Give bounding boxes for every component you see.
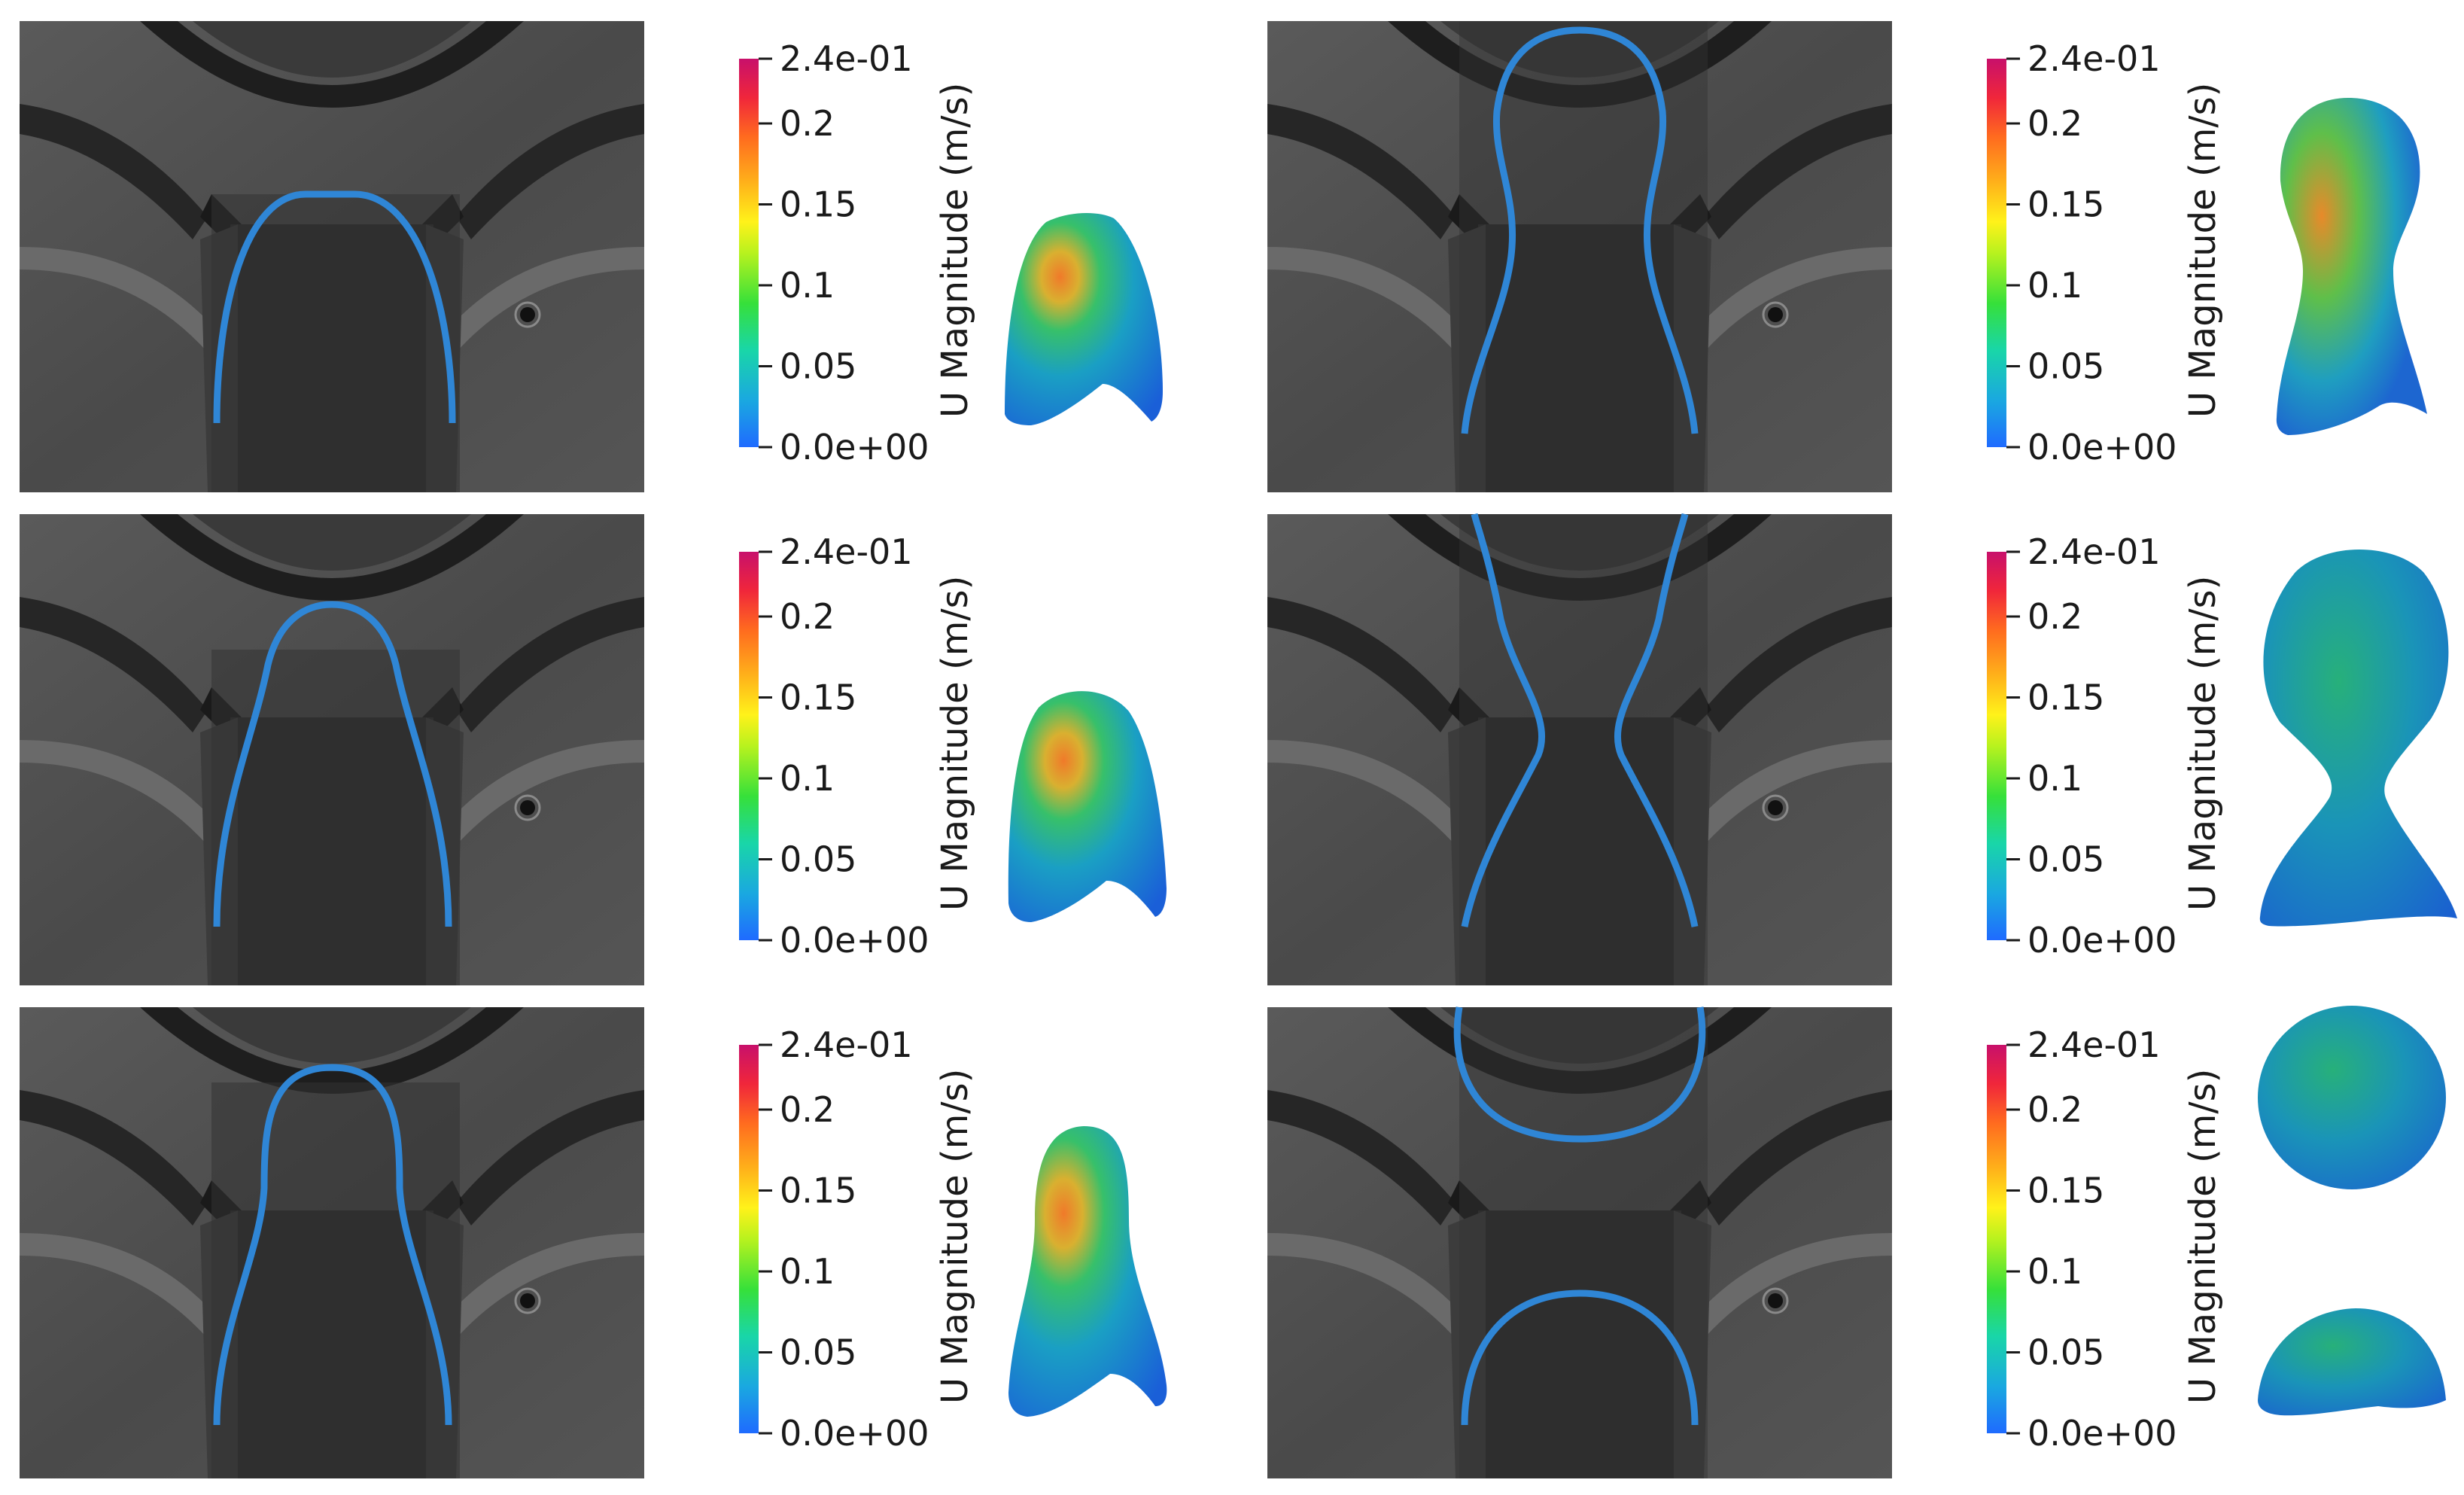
colorbar-title: U Magnitude (m/s) bbox=[934, 576, 976, 911]
colorbar-tick-label: 0.2 bbox=[2027, 596, 2082, 637]
colorbar-tick-label: 0.1 bbox=[780, 758, 835, 799]
colorbar bbox=[1987, 1045, 2006, 1433]
channel-image bbox=[18, 1006, 646, 1480]
colorbar-tick-label: 0.0e+00 bbox=[780, 1413, 929, 1454]
colorbar-title: U Magnitude (m/s) bbox=[934, 1069, 976, 1404]
colorbar-tick-label: 0.2 bbox=[780, 1089, 835, 1130]
colorbar-ticks: 2.4e-01 0.2 0.15 0.1 0.05 0.0e+00 bbox=[2006, 1025, 2177, 1454]
droplet-3d-surface bbox=[2259, 550, 2457, 927]
colorbar-tick-label: 0.1 bbox=[780, 265, 835, 306]
interface-contour bbox=[1614, 513, 1699, 927]
channel-image bbox=[1266, 20, 1894, 494]
colorbar-tick-label: 0.05 bbox=[2027, 839, 2104, 880]
channel-image bbox=[18, 20, 646, 494]
panel-right-middle: 2.4e-01 0.2 0.15 0.1 0.05 0.0e+00 U Magnitude… bbox=[1266, 513, 2457, 987]
colorbar-tick-label: 0.15 bbox=[780, 1171, 856, 1211]
colorbar-title: U Magnitude (m/s) bbox=[2182, 1069, 2224, 1404]
droplet-3d-surface bbox=[1008, 691, 1167, 922]
interface-contour bbox=[1461, 26, 1699, 434]
colorbar-tick-label: 2.4e-01 bbox=[780, 38, 913, 79]
interface-contour bbox=[213, 190, 456, 424]
interface-contour bbox=[1461, 513, 1546, 927]
colorbar-tick-label: 0.2 bbox=[2027, 103, 2082, 144]
panel-right-bottom: 2.4e-01 0.2 0.15 0.1 0.05 0.0e+00 U Magnitude… bbox=[1266, 1006, 2446, 1480]
colorbar-tick-label: 0.1 bbox=[780, 1251, 835, 1292]
colorbar-ticks: 2.4e-01 0.2 0.15 0.1 0.05 0.0e+00 bbox=[759, 1025, 929, 1454]
droplet-3d-cap bbox=[2258, 1308, 2446, 1416]
panel-left-middle: 2.4e-01 0.2 0.15 0.1 0.05 0.0e+00 U Magnitude… bbox=[18, 513, 1167, 987]
colorbar-tick-label: 0.15 bbox=[2027, 677, 2104, 718]
colorbar-tick-label: 0.05 bbox=[780, 1332, 856, 1373]
colorbar-tick-label: 0.0e+00 bbox=[2027, 1413, 2177, 1454]
colorbar-tick-label: 0.2 bbox=[780, 596, 835, 637]
detached-droplet-sphere bbox=[2258, 1006, 2446, 1189]
colorbar bbox=[739, 59, 759, 447]
colorbar-tick-label: 0.0e+00 bbox=[780, 427, 929, 467]
colorbar-ticks: 2.4e-01 0.2 0.15 0.1 0.05 0.0e+00 bbox=[759, 531, 929, 961]
colorbar-tick-label: 2.4e-01 bbox=[2027, 38, 2161, 79]
colorbar-tick-label: 0.1 bbox=[2027, 758, 2082, 799]
colorbar-tick-label: 0.05 bbox=[2027, 1332, 2104, 1373]
colorbar-tick-label: 0.15 bbox=[780, 184, 856, 225]
colorbar-tick-label: 2.4e-01 bbox=[780, 1025, 913, 1065]
colorbar-tick-label: 0.05 bbox=[780, 839, 856, 880]
colorbar-tick-label: 0.05 bbox=[780, 346, 856, 387]
colorbar-ticks: 2.4e-01 0.2 0.15 0.1 0.05 0.0e+00 bbox=[759, 38, 929, 467]
colorbar-tick-label: 0.15 bbox=[2027, 1171, 2104, 1211]
colorbar bbox=[1987, 59, 2006, 447]
colorbar-tick-label: 0.2 bbox=[2027, 1089, 2082, 1130]
droplet-3d-surface bbox=[2276, 98, 2427, 435]
interface-contour bbox=[213, 1064, 452, 1426]
colorbar-title: U Magnitude (m/s) bbox=[2182, 576, 2224, 911]
colorbar-tick-label: 0.1 bbox=[2027, 1251, 2082, 1292]
colorbar-tick-label: 2.4e-01 bbox=[780, 531, 913, 572]
droplet-3d-surface bbox=[1008, 1126, 1167, 1417]
interface-contour bbox=[213, 601, 452, 927]
droplet-3d-surface bbox=[1005, 213, 1163, 425]
colorbar-tick-label: 0.2 bbox=[780, 103, 835, 144]
colorbar bbox=[739, 1045, 759, 1433]
colorbar bbox=[1987, 552, 2006, 940]
colorbar bbox=[739, 552, 759, 940]
colorbar-tick-label: 0.1 bbox=[2027, 265, 2082, 306]
channel-image bbox=[1266, 513, 1894, 987]
channel-image bbox=[18, 513, 646, 987]
colorbar-ticks: 2.4e-01 0.2 0.15 0.1 0.05 0.0e+00 bbox=[2006, 38, 2177, 467]
colorbar-title: U Magnitude (m/s) bbox=[2182, 83, 2224, 418]
channel-image bbox=[1266, 1006, 1894, 1480]
colorbar-tick-label: 0.05 bbox=[2027, 346, 2104, 387]
colorbar-tick-label: 0.0e+00 bbox=[2027, 427, 2177, 467]
panel-left-top: 2.4e-01 0.2 0.15 0.1 0.05 0.0e+00 U Magnitude… bbox=[18, 20, 1163, 494]
colorbar-tick-label: 0.0e+00 bbox=[2027, 920, 2177, 961]
colorbar-tick-label: 2.4e-01 bbox=[2027, 531, 2161, 572]
interface-contour bbox=[1453, 1006, 1706, 1143]
colorbar-tick-label: 2.4e-01 bbox=[2027, 1025, 2161, 1065]
panel-right-top: 2.4e-01 0.2 0.15 0.1 0.05 0.0e+00 U Magnitude… bbox=[1266, 20, 2427, 494]
colorbar-title: U Magnitude (m/s) bbox=[934, 83, 976, 418]
colorbar-tick-label: 0.15 bbox=[780, 677, 856, 718]
colorbar-tick-label: 0.15 bbox=[2027, 184, 2104, 225]
colorbar-ticks: 2.4e-01 0.2 0.15 0.1 0.05 0.0e+00 bbox=[2006, 531, 2177, 961]
colorbar-tick-label: 0.0e+00 bbox=[780, 920, 929, 961]
panel-left-bottom: 2.4e-01 0.2 0.15 0.1 0.05 0.0e+00 U Magnitude… bbox=[18, 1006, 1167, 1480]
interface-contour bbox=[1461, 1289, 1699, 1426]
